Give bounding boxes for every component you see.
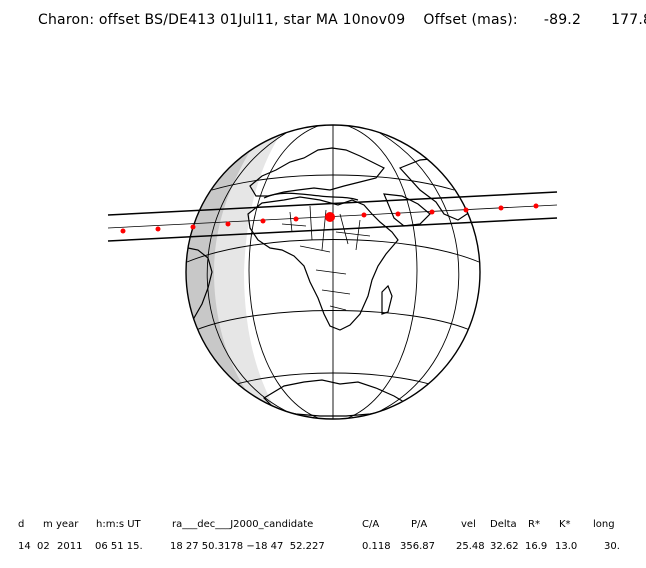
africa-coast	[247, 196, 399, 331]
col-header: Delta	[490, 519, 517, 530]
track-dots	[120, 203, 539, 234]
col-value: 16.9	[525, 541, 548, 552]
parallel-far-south	[223, 372, 443, 389]
night-shading	[186, 135, 280, 410]
meridian-east-far	[379, 132, 460, 412]
closest-approach-dot	[325, 212, 335, 222]
track-dot	[361, 212, 367, 218]
track-dot	[533, 203, 539, 209]
col-value: 25.48	[456, 541, 485, 552]
twilight-region	[186, 151, 250, 396]
col-header: m	[43, 519, 53, 530]
col-header: K*	[559, 519, 571, 530]
europe-coast	[249, 147, 385, 197]
col-header: ra___dec___J2000_candidate	[172, 519, 314, 530]
col-header: vel	[461, 519, 476, 530]
col-value: 02	[37, 541, 50, 552]
col-value: 13.0	[555, 541, 578, 552]
track-dot	[155, 226, 161, 232]
mediterranean	[263, 192, 359, 201]
event-table: d m year h:m:s UT ra___dec___J2000_candi…	[0, 514, 646, 564]
col-header: P/A	[411, 519, 428, 530]
globe-outline	[185, 124, 481, 420]
col-value: 0.118	[362, 541, 391, 552]
north-limit-line	[107, 191, 558, 216]
track-dot	[498, 205, 504, 211]
south-america-coast	[187, 247, 213, 333]
globe-map	[107, 124, 558, 420]
col-value: 06 51 15.	[95, 541, 143, 552]
col-header: year	[56, 519, 79, 530]
col-value: 14	[18, 541, 31, 552]
col-header: R*	[528, 519, 540, 530]
col-header: C/A	[362, 519, 380, 530]
parallel-south	[195, 310, 471, 331]
col-value: 32.62	[490, 541, 519, 552]
track-dot	[395, 211, 401, 217]
track-dot	[260, 218, 266, 224]
plot-title: Charon: offset BS/DE413 01Jul11, star MA…	[38, 12, 646, 28]
title-label: Charon: offset BS/DE413 01Jul11, star MA…	[38, 12, 406, 28]
col-value: 2011	[57, 541, 83, 552]
graticule	[186, 125, 480, 419]
parallel-north	[211, 174, 455, 191]
col-header: long	[593, 519, 615, 530]
meridian-west	[248, 125, 319, 419]
offset-label: Offset (mas):	[423, 12, 518, 28]
meridian-east	[347, 125, 418, 419]
meridian-west-far	[206, 132, 287, 412]
track-dot	[120, 228, 126, 234]
col-header: d	[18, 519, 25, 530]
arabia-coast	[383, 193, 431, 227]
track-dot	[225, 221, 231, 227]
madagascar	[381, 284, 393, 315]
track-dot	[293, 216, 299, 222]
track-dot	[429, 209, 435, 215]
offset-y: 177.8	[611, 12, 646, 28]
col-value: 356.87	[400, 541, 435, 552]
col-value: 18 27 50.3178 −18 47 52.227	[170, 541, 325, 552]
equator	[186, 239, 480, 263]
antarctica-coast	[263, 379, 406, 417]
track-dot	[190, 224, 196, 230]
col-value: 30.	[604, 541, 620, 552]
offset-x: -89.2	[543, 12, 582, 28]
col-header: h:m:s UT	[96, 519, 141, 530]
south-limit-line	[107, 217, 558, 242]
track-dot	[463, 207, 469, 213]
